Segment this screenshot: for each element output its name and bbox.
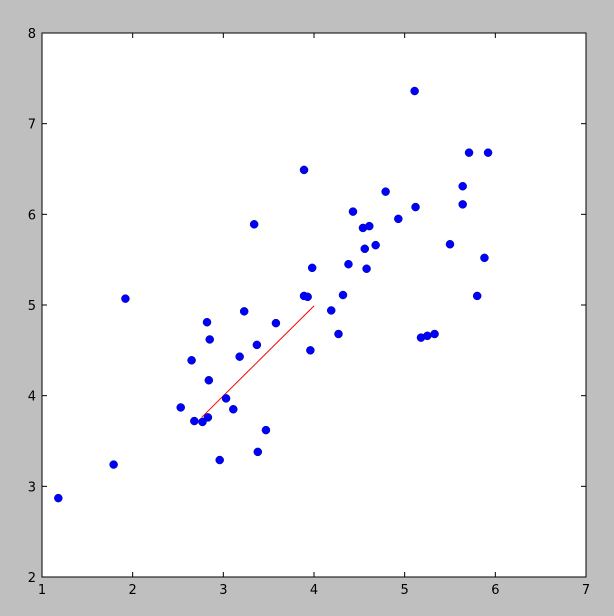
data-point (235, 352, 244, 361)
data-point (198, 417, 207, 427)
data-point (348, 207, 358, 216)
data-point (303, 292, 312, 302)
x-tick-label: 1 (38, 583, 46, 598)
data-point (221, 394, 231, 403)
data-point (365, 221, 374, 231)
y-tick-label: 7 (28, 118, 36, 133)
y-tick-label: 5 (28, 299, 36, 314)
y-tick-label: 3 (28, 480, 36, 495)
data-point (202, 317, 212, 327)
data-point (205, 335, 214, 344)
data-point (54, 493, 63, 503)
x-tick-label: 2 (129, 583, 137, 598)
data-point (430, 329, 439, 339)
data-point (253, 447, 263, 457)
y-tick-label: 4 (28, 390, 36, 405)
data-point (252, 340, 262, 350)
data-point (371, 240, 380, 250)
data-point (326, 306, 336, 315)
data-point (190, 416, 199, 426)
data-point (176, 403, 185, 412)
data-point (229, 405, 238, 414)
x-tick-label: 4 (310, 583, 318, 598)
data-point (215, 455, 224, 465)
data-point (121, 294, 130, 303)
data-point (204, 376, 214, 385)
data-point (109, 460, 118, 469)
data-point (344, 259, 353, 269)
data-point (464, 148, 474, 157)
data-point (458, 200, 467, 209)
data-point (360, 244, 370, 254)
data-point (307, 263, 317, 273)
data-point (362, 264, 371, 273)
x-tick-label: 6 (491, 583, 499, 598)
data-point (480, 253, 489, 263)
data-point (423, 331, 432, 341)
data-point (472, 291, 482, 301)
data-point (394, 214, 403, 224)
x-tick-label: 7 (582, 583, 590, 598)
x-tick-label: 3 (219, 583, 227, 598)
data-point (239, 307, 249, 316)
data-point (271, 318, 281, 328)
data-point (306, 346, 315, 355)
data-point (381, 187, 390, 196)
y-tick-label: 2 (28, 571, 36, 586)
data-point (299, 165, 309, 175)
data-point (334, 329, 343, 339)
data-point (411, 202, 420, 212)
data-point (458, 181, 467, 191)
data-point (249, 220, 259, 229)
data-point (338, 290, 348, 300)
y-tick-label: 8 (28, 27, 36, 42)
data-point (483, 148, 493, 157)
data-point (445, 240, 455, 249)
fit-line (201, 305, 315, 418)
plot-frame (41, 32, 587, 578)
data-point (261, 425, 271, 435)
x-tick-label: 5 (401, 583, 409, 598)
data-point (187, 356, 196, 365)
plot-area (42, 33, 586, 577)
data-point (410, 86, 419, 96)
data-point (203, 413, 213, 422)
y-tick-label: 6 (28, 208, 36, 223)
